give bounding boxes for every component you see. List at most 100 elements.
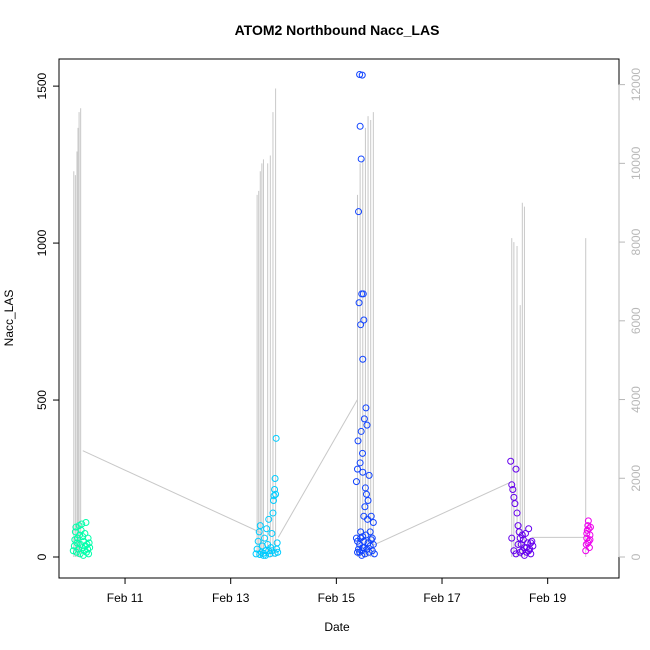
data-point [256, 522, 264, 530]
data-point [512, 550, 520, 558]
data-point [358, 71, 366, 79]
data-point [520, 551, 528, 559]
data-point [271, 486, 279, 494]
data-point [584, 517, 592, 525]
data-point [364, 496, 372, 504]
data-point [81, 529, 89, 537]
data-point [514, 540, 522, 548]
x-tick-label: Feb 11 [107, 591, 144, 605]
y-axis-label: Nacc_LAS [2, 290, 16, 347]
data-point [84, 545, 92, 553]
data-point [362, 404, 370, 412]
data-point [356, 459, 364, 467]
data-point [585, 525, 593, 533]
data-point [261, 534, 269, 542]
data-point [355, 299, 363, 307]
data-point [586, 536, 594, 544]
secondary-connector [373, 481, 511, 546]
y-right-tick-label: 10000 [629, 146, 643, 180]
y-right-tick-label: 6000 [629, 307, 643, 334]
y-right-tick-label: 12000 [629, 68, 643, 102]
data-point [361, 503, 369, 511]
data-point [272, 490, 280, 498]
data-point [360, 512, 368, 520]
data-point [268, 529, 276, 537]
data-point [511, 500, 519, 508]
x-axis-label: Date [324, 620, 350, 634]
data-point [263, 525, 271, 533]
data-point [353, 465, 361, 473]
data-point [363, 421, 371, 429]
data-point [271, 549, 279, 557]
data-point [585, 544, 593, 552]
y-right-tick-label: 2000 [629, 465, 643, 492]
x-tick-label: Feb 19 [529, 591, 567, 605]
y-tick-label: 0 [35, 553, 49, 560]
data-point [262, 551, 270, 559]
point-series [69, 70, 594, 559]
secondary-connector [82, 450, 263, 534]
data-point [254, 537, 262, 545]
data-point [370, 550, 378, 558]
data-point [269, 496, 277, 504]
x-tick-label: Feb 13 [212, 591, 250, 605]
data-point [369, 518, 377, 526]
data-point [265, 515, 273, 523]
data-point [512, 465, 520, 473]
y-right-tick-label: 4000 [629, 386, 643, 413]
data-point [369, 540, 377, 548]
data-point [273, 539, 281, 547]
y-tick-label: 1000 [35, 229, 49, 256]
data-point [353, 548, 361, 556]
data-point [354, 437, 362, 445]
secondary-series [73, 88, 587, 557]
data-point [356, 122, 364, 130]
data-point [272, 434, 280, 442]
data-point [518, 531, 526, 539]
x-tick-label: Feb 17 [423, 591, 461, 605]
data-point [359, 290, 367, 298]
data-point [355, 208, 363, 216]
data-point [586, 523, 594, 531]
data-point [507, 457, 515, 465]
data-point [357, 155, 365, 163]
data-point [513, 509, 521, 517]
data-point [359, 533, 367, 541]
chart-title: ATOM2 Northbound Nacc_LAS [235, 22, 440, 38]
data-point [82, 548, 90, 556]
data-point [360, 544, 368, 552]
data-point [525, 547, 533, 555]
data-point [356, 70, 364, 78]
x-tick-label: Feb 15 [318, 591, 356, 605]
data-point [528, 537, 536, 545]
data-point [271, 475, 279, 483]
data-point [360, 415, 368, 423]
data-point [527, 539, 535, 547]
data-point [269, 509, 277, 517]
data-point [352, 534, 360, 542]
data-point [357, 321, 365, 329]
data-point [360, 316, 368, 324]
data-point [353, 537, 361, 545]
y-axis: 0 500 1000 1500 [35, 72, 60, 560]
data-point [359, 468, 367, 476]
data-point [259, 549, 267, 557]
data-point [509, 486, 517, 494]
data-point [357, 427, 365, 435]
data-point [73, 539, 81, 547]
data-point [359, 355, 367, 363]
data-point [359, 449, 367, 457]
data-point [78, 520, 86, 528]
x-axis: Feb 11 Feb 13 Feb 15 Feb 17 Feb 19 [107, 577, 567, 605]
data-point [84, 534, 92, 542]
plot-frame [58, 58, 620, 579]
data-point [525, 525, 533, 533]
data-point [365, 471, 373, 479]
data-point [82, 518, 90, 526]
data-point [85, 539, 93, 547]
data-point [86, 544, 94, 552]
secondary-connector [277, 399, 358, 538]
data-point [362, 490, 370, 498]
y-right-tick-label: 0 [629, 553, 643, 560]
